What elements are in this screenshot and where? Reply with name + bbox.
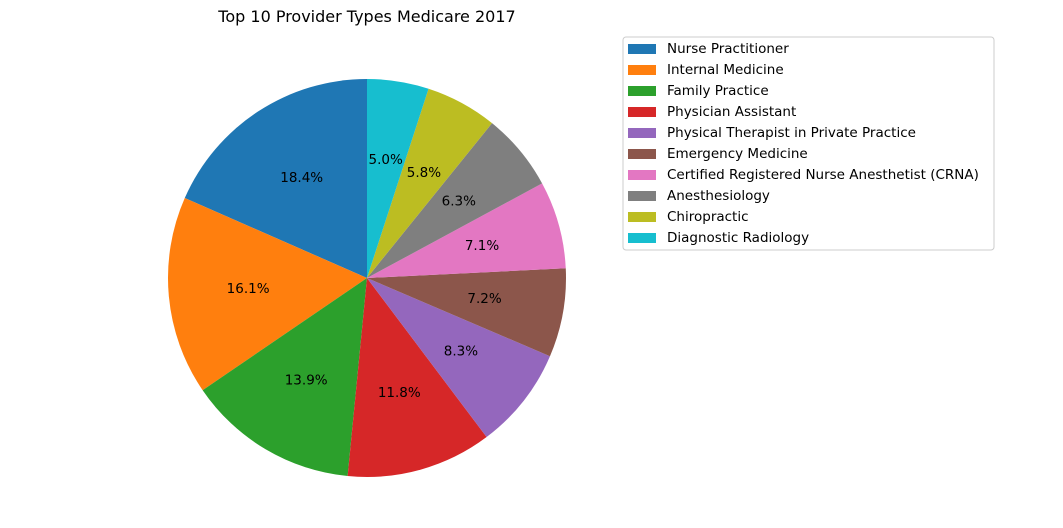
slice-percentage-label: 11.8%: [378, 385, 421, 401]
legend-swatch: [628, 149, 656, 159]
pie-slice: [184, 79, 367, 278]
pie-slice: [367, 183, 566, 278]
legend-label: Internal Medicine: [667, 62, 784, 78]
legend-swatch: [628, 65, 656, 75]
legend-label: Anesthesiology: [667, 188, 770, 204]
legend-swatch: [628, 191, 656, 201]
legend-frame: [622, 36, 995, 251]
slice-percentage-label: 7.2%: [467, 291, 501, 307]
pie-slices: [167, 79, 566, 478]
legend-label: Chiropractic: [667, 209, 749, 225]
slice-percentage-label: 5.0%: [369, 152, 403, 168]
slice-percentage-label: 7.1%: [465, 238, 499, 254]
legend-label: Physical Therapist in Private Practice: [667, 125, 916, 141]
pie-slice: [347, 278, 487, 478]
pie-slice: [367, 123, 543, 278]
pie-slice: [167, 198, 367, 391]
slice-percentage-label: 8.3%: [444, 344, 478, 360]
pie-slice: [367, 79, 429, 278]
legend-swatch: [628, 107, 656, 117]
legend-swatch: [628, 86, 656, 96]
slice-percentage-label: 5.8%: [407, 165, 441, 181]
legend-label: Emergency Medicine: [667, 146, 808, 162]
pie-slice: [202, 278, 367, 477]
pie-slice: [367, 268, 566, 357]
legend-swatch: [628, 212, 656, 222]
slice-percentage-label: 13.9%: [285, 373, 328, 389]
legend-swatch: [628, 128, 656, 138]
legend-label: Nurse Practitioner: [667, 41, 789, 57]
legend-swatch: [628, 170, 656, 180]
pie-percentage-labels: 18.4% 16.1% 13.9% 11.8% 8.3% 7.2% 7.1% 6.3%5.8%…: [227, 152, 502, 401]
slice-percentage-label: 16.1%: [227, 281, 270, 297]
legend-label: Diagnostic Radiology: [667, 230, 809, 246]
slice-percentage-label: 18.4%: [280, 170, 323, 186]
pie-slice: [367, 278, 550, 438]
legend-label: Family Practice: [667, 83, 769, 99]
slice-percentage-label: 6.3%: [442, 194, 476, 210]
legend-swatch: [628, 44, 656, 54]
chart-title: Top 10 Provider Types Medicare 2017: [217, 7, 515, 26]
legend-label: Physician Assistant: [667, 104, 796, 120]
legend-items: Nurse Practitioner Internal Medicine Famil…: [628, 41, 979, 246]
pie-slice: [367, 88, 493, 278]
legend: Nurse Practitioner Internal Medicine Famil…: [622, 36, 995, 251]
legend-swatch: [628, 233, 656, 243]
legend-label: Certified Registered Nurse Anesthetist (…: [667, 167, 979, 183]
